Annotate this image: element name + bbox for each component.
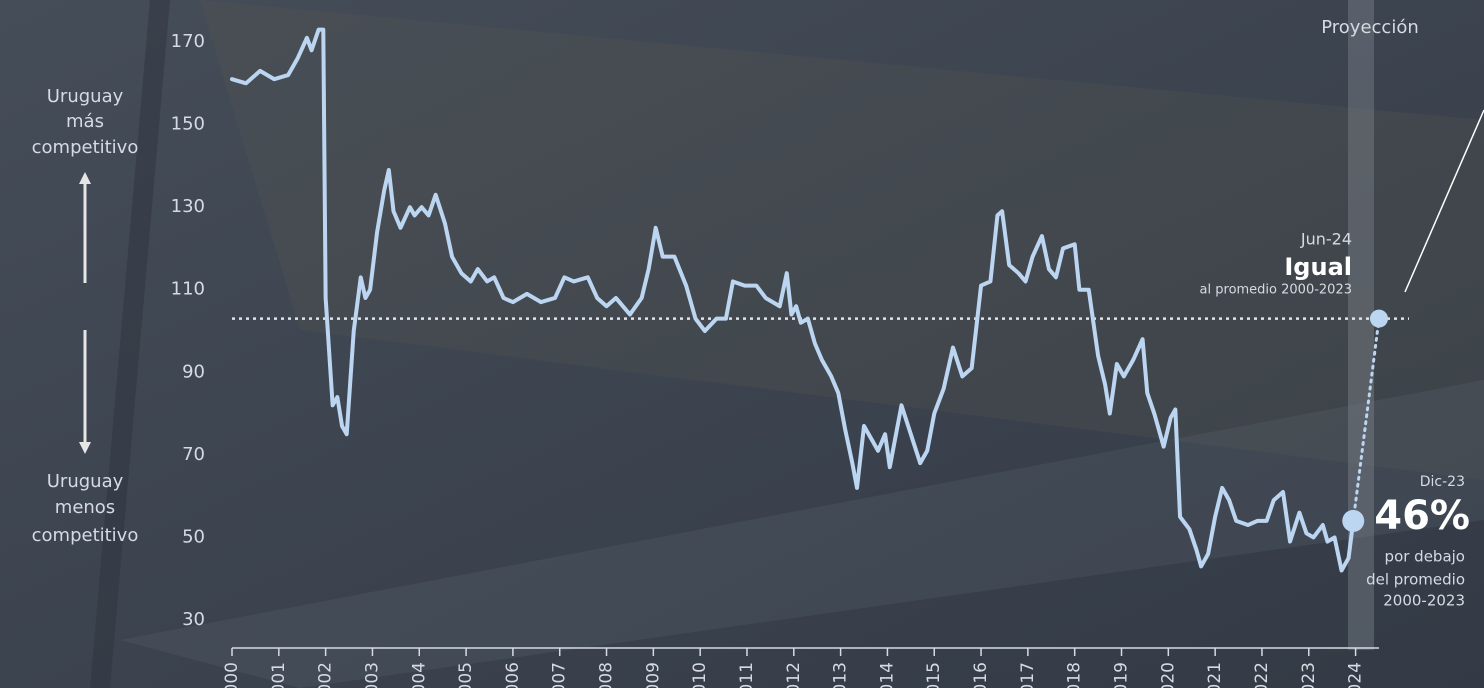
- y-tick-label: 50: [182, 526, 205, 547]
- y-tick-label: 90: [182, 361, 205, 382]
- annotation-text: al promedio 2000-2023: [1200, 283, 1352, 298]
- flag-stripe: [120, 380, 1484, 688]
- annotation-text: del promedio: [1366, 571, 1465, 589]
- y-side-label: más: [66, 111, 104, 132]
- y-side-label: Uruguay: [47, 86, 124, 107]
- x-tick-label: 2000: [222, 662, 242, 688]
- point: [1370, 309, 1388, 328]
- y-tick-label: 110: [171, 279, 205, 300]
- x-tick-label: 2023: [1299, 662, 1319, 688]
- x-tick-label: 2021: [1205, 662, 1225, 688]
- x-tick-label: 2003: [362, 662, 382, 688]
- y-side-label: menos: [55, 497, 115, 518]
- x-tick-label: 2009: [643, 662, 663, 688]
- decor-line: [1404, 109, 1484, 293]
- x-tick-label: 2022: [1252, 662, 1272, 688]
- x-tick-label: 2012: [784, 662, 804, 688]
- y-tick-label: 170: [171, 31, 205, 52]
- x-tick-label: 2024: [1346, 662, 1366, 688]
- x-tick-label: 2013: [831, 662, 851, 688]
- annotation-headline: 46%: [1374, 493, 1470, 539]
- x-tick-label: 2006: [503, 662, 523, 688]
- x-tick-label: 2011: [737, 662, 757, 688]
- y-tick-label: 130: [171, 196, 205, 217]
- projection-line: [1351, 317, 1381, 523]
- flagpole: [90, 0, 170, 688]
- x-tick-label: 2002: [316, 662, 336, 688]
- flag-stripe: [200, 0, 1484, 480]
- annotation-date: Jun-24: [1300, 230, 1352, 249]
- y-tick-label: 30: [182, 609, 205, 630]
- projection-label: Proyección: [1321, 17, 1419, 38]
- y-side-label: competitivo: [32, 525, 139, 546]
- x-tick-label: 2020: [1158, 662, 1178, 688]
- annotation-text: por debajo: [1385, 548, 1465, 566]
- y-side-label: competitivo: [32, 137, 139, 158]
- annotation-date: Dic-23: [1420, 474, 1465, 490]
- x-tick-label: 2005: [456, 662, 476, 688]
- x-tick-label: 2008: [597, 662, 617, 688]
- y-side-label: Uruguay: [47, 471, 124, 492]
- y-tick-label: 70: [182, 444, 205, 465]
- x-tick-label: 2015: [924, 662, 944, 688]
- y-tick-label: 150: [171, 114, 205, 135]
- x-tick-label: 2018: [1065, 662, 1085, 688]
- x-tick-label: 2004: [409, 662, 429, 688]
- x-tick-label: 2017: [1018, 662, 1038, 688]
- x-tick-label: 2019: [1112, 662, 1132, 688]
- x-tick-label: 2014: [877, 662, 897, 688]
- x-tick-label: 2010: [690, 662, 710, 688]
- series-line: [230, 27, 1356, 573]
- annotation-text: 2000-2023: [1383, 592, 1465, 610]
- annotation-headline: Igual: [1284, 253, 1352, 281]
- x-tick-label: 2016: [971, 662, 991, 688]
- point: [1342, 509, 1365, 532]
- x-tick-label: 2007: [550, 662, 570, 688]
- x-tick-label: 2001: [269, 662, 289, 688]
- projection-band: [1348, 0, 1374, 650]
